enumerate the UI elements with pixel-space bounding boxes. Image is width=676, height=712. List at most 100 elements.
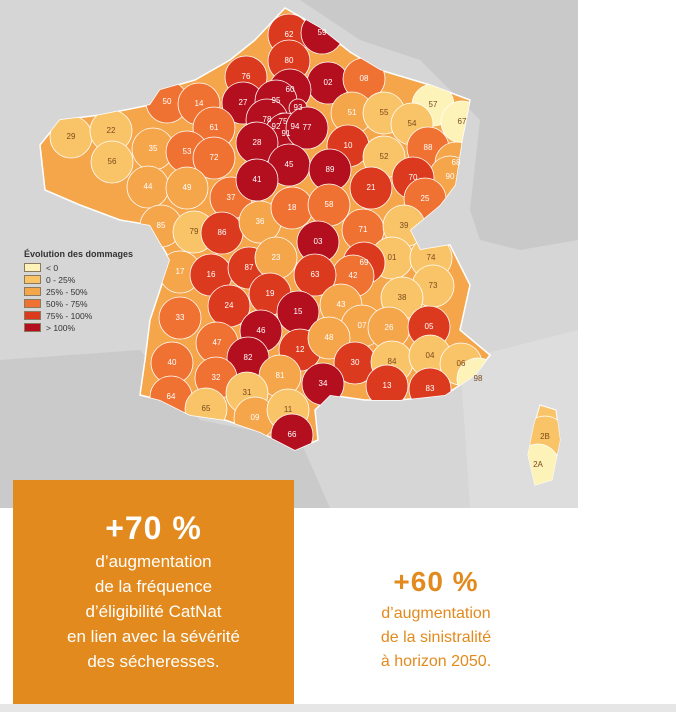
department-89-label: 89 <box>326 165 335 174</box>
department-44-label: 44 <box>144 182 153 191</box>
department-26-label: 26 <box>385 323 394 332</box>
department-2B-label: 2B <box>540 432 550 441</box>
legend-item: 50% - 75% <box>24 298 174 309</box>
department-56-area <box>90 140 134 184</box>
department-88-label: 88 <box>424 143 433 152</box>
department-47-label: 47 <box>213 338 222 347</box>
department-33-label: 33 <box>176 313 185 322</box>
legend-label: 50% - 75% <box>46 298 88 309</box>
department-95-label: 95 <box>272 96 281 105</box>
department-83-label: 83 <box>426 384 435 393</box>
department-63-label: 63 <box>311 270 320 279</box>
department-40-label: 40 <box>168 358 177 367</box>
department-73-label: 73 <box>429 281 438 290</box>
department-57-label: 57 <box>429 100 438 109</box>
department-17-label: 17 <box>176 267 185 276</box>
legend-swatch <box>24 299 41 308</box>
department-09-label: 09 <box>251 413 260 422</box>
department-69-label: 69 <box>360 258 369 267</box>
department-19-label: 19 <box>266 289 275 298</box>
department-93-label: 93 <box>294 103 303 112</box>
department-98-label: 98 <box>474 374 483 383</box>
department-81-label: 81 <box>276 371 285 380</box>
department-67-label: 67 <box>458 117 467 126</box>
legend-swatch <box>24 323 41 332</box>
department-80-label: 80 <box>285 56 294 65</box>
legend-swatch <box>24 275 41 284</box>
stat-catnat-text: d’augmentation de la fréquence d’éligibi… <box>67 552 240 671</box>
department-66-label: 66 <box>288 430 297 439</box>
department-2A-label: 2A <box>533 460 543 469</box>
department-78-label: 78 <box>263 115 272 124</box>
department-72-area <box>192 136 236 180</box>
legend-label: 0 - 25% <box>46 274 76 285</box>
legend-label: 75% - 100% <box>46 310 93 321</box>
department-82-label: 82 <box>244 353 253 362</box>
spain-land <box>0 350 330 508</box>
department-43-label: 43 <box>337 300 346 309</box>
department-71-label: 71 <box>359 225 368 234</box>
department-55-label: 55 <box>380 108 389 117</box>
department-35-label: 35 <box>149 144 158 153</box>
department-75-label: 75 <box>279 117 288 126</box>
legend-item: 0 - 25% <box>24 274 174 285</box>
department-60-label: 60 <box>286 85 295 94</box>
department-50-label: 50 <box>163 97 172 106</box>
department-08-label: 08 <box>360 74 369 83</box>
department-18-label: 18 <box>288 203 297 212</box>
stat-catnat-value: +70 % <box>105 510 202 546</box>
department-42-label: 42 <box>349 271 358 280</box>
department-13-label: 13 <box>383 381 392 390</box>
department-68-label: 68 <box>452 158 461 167</box>
department-10-label: 10 <box>344 141 353 150</box>
department-62-label: 62 <box>285 30 294 39</box>
department-31-label: 31 <box>243 388 252 397</box>
department-74-label: 74 <box>427 253 436 262</box>
department-91-label: 91 <box>282 129 291 138</box>
department-92-label: 92 <box>272 122 281 131</box>
department-01-label: 01 <box>388 253 397 262</box>
department-21-area <box>349 166 393 210</box>
stat-claims-box: +60 % d’augmentation de la sinistralité … <box>294 508 578 706</box>
legend-item: < 0 <box>24 262 174 273</box>
department-61-label: 61 <box>210 123 219 132</box>
bottom-bar <box>0 704 676 712</box>
department-28-label: 28 <box>253 138 262 147</box>
department-79-label: 79 <box>190 227 199 236</box>
stat-claims-value: +60 % <box>393 566 479 597</box>
legend-item: 75% - 100% <box>24 310 174 321</box>
department-87-label: 87 <box>245 263 254 272</box>
department-36-label: 36 <box>256 217 265 226</box>
legend-label: 25% - 50% <box>46 286 88 297</box>
legend-item: 25% - 50% <box>24 286 174 297</box>
department-21-label: 21 <box>367 183 376 192</box>
department-65-label: 65 <box>202 404 211 413</box>
legend-label: < 0 <box>46 262 59 273</box>
department-cells <box>49 11 560 485</box>
department-54-label: 54 <box>408 119 417 128</box>
department-94-label: 94 <box>291 122 300 131</box>
department-77-area <box>285 106 329 150</box>
department-04-label: 04 <box>426 351 435 360</box>
department-38-label: 38 <box>398 293 407 302</box>
department-52-label: 52 <box>380 152 389 161</box>
department-03-label: 03 <box>314 237 323 246</box>
stat-claims-text: d’augmentation de la sinistralité à hori… <box>380 605 492 670</box>
department-76-label: 76 <box>242 72 251 81</box>
department-58-label: 58 <box>325 200 334 209</box>
department-14-label: 14 <box>195 99 204 108</box>
department-22-label: 22 <box>107 126 116 135</box>
department-02-label: 02 <box>324 78 333 87</box>
department-53-label: 53 <box>183 147 192 156</box>
department-06-label: 06 <box>457 359 466 368</box>
department-07-label: 07 <box>358 321 367 330</box>
department-12-label: 12 <box>296 345 305 354</box>
department-72-label: 72 <box>210 153 219 162</box>
department-24-label: 24 <box>225 301 234 310</box>
department-05-label: 05 <box>425 322 434 331</box>
department-90-label: 90 <box>446 172 455 181</box>
department-33-area <box>158 296 202 340</box>
